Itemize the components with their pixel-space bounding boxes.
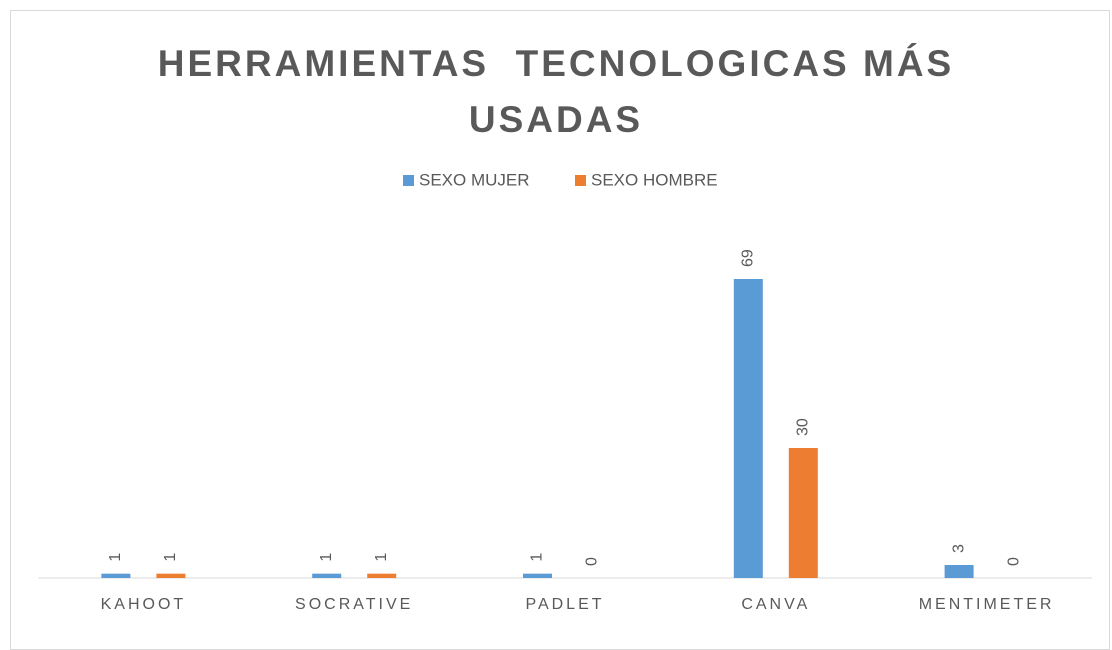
bar — [156, 573, 186, 578]
x-tick-label: SOCRATIVE — [295, 596, 413, 613]
data-label: 30 — [795, 418, 812, 436]
bar — [788, 448, 818, 578]
legend-swatch — [575, 175, 586, 186]
bar — [367, 573, 397, 578]
x-tick-label: CANVA — [741, 596, 810, 613]
x-tick-label: MENTIMETER — [919, 596, 1055, 613]
bar — [944, 565, 974, 578]
data-label: 0 — [584, 557, 601, 566]
data-label: 0 — [1005, 557, 1022, 566]
legend-label: SEXO HOMBRE — [591, 170, 718, 189]
data-label: 1 — [107, 553, 124, 562]
data-label: 1 — [162, 553, 179, 562]
data-label: 69 — [740, 249, 757, 267]
page: {"chart_data": {"type": "bar", "title": … — [10, 10, 1110, 650]
data-label: 3 — [950, 544, 967, 553]
legend-label: SEXO MUJER — [419, 170, 530, 189]
data-label: 1 — [318, 553, 335, 562]
bar — [733, 279, 763, 578]
chart-title: HERRAMIENTAS TECNOLOGICAS MÁS USADAS — [157, 43, 968, 140]
bar — [523, 573, 552, 578]
bar — [312, 573, 342, 578]
data-label: 1 — [373, 553, 390, 562]
x-tick-label: KAHOOT — [101, 596, 187, 613]
x-tick-label: PADLET — [525, 596, 604, 613]
data-label: 1 — [529, 553, 546, 562]
chart: SEXO MUJER SEXO HOMBRE KAHOOT 1 1 SOCRATIVE 1 1… — [38, 170, 1092, 613]
bar — [101, 573, 131, 578]
legend-swatch — [403, 175, 414, 186]
